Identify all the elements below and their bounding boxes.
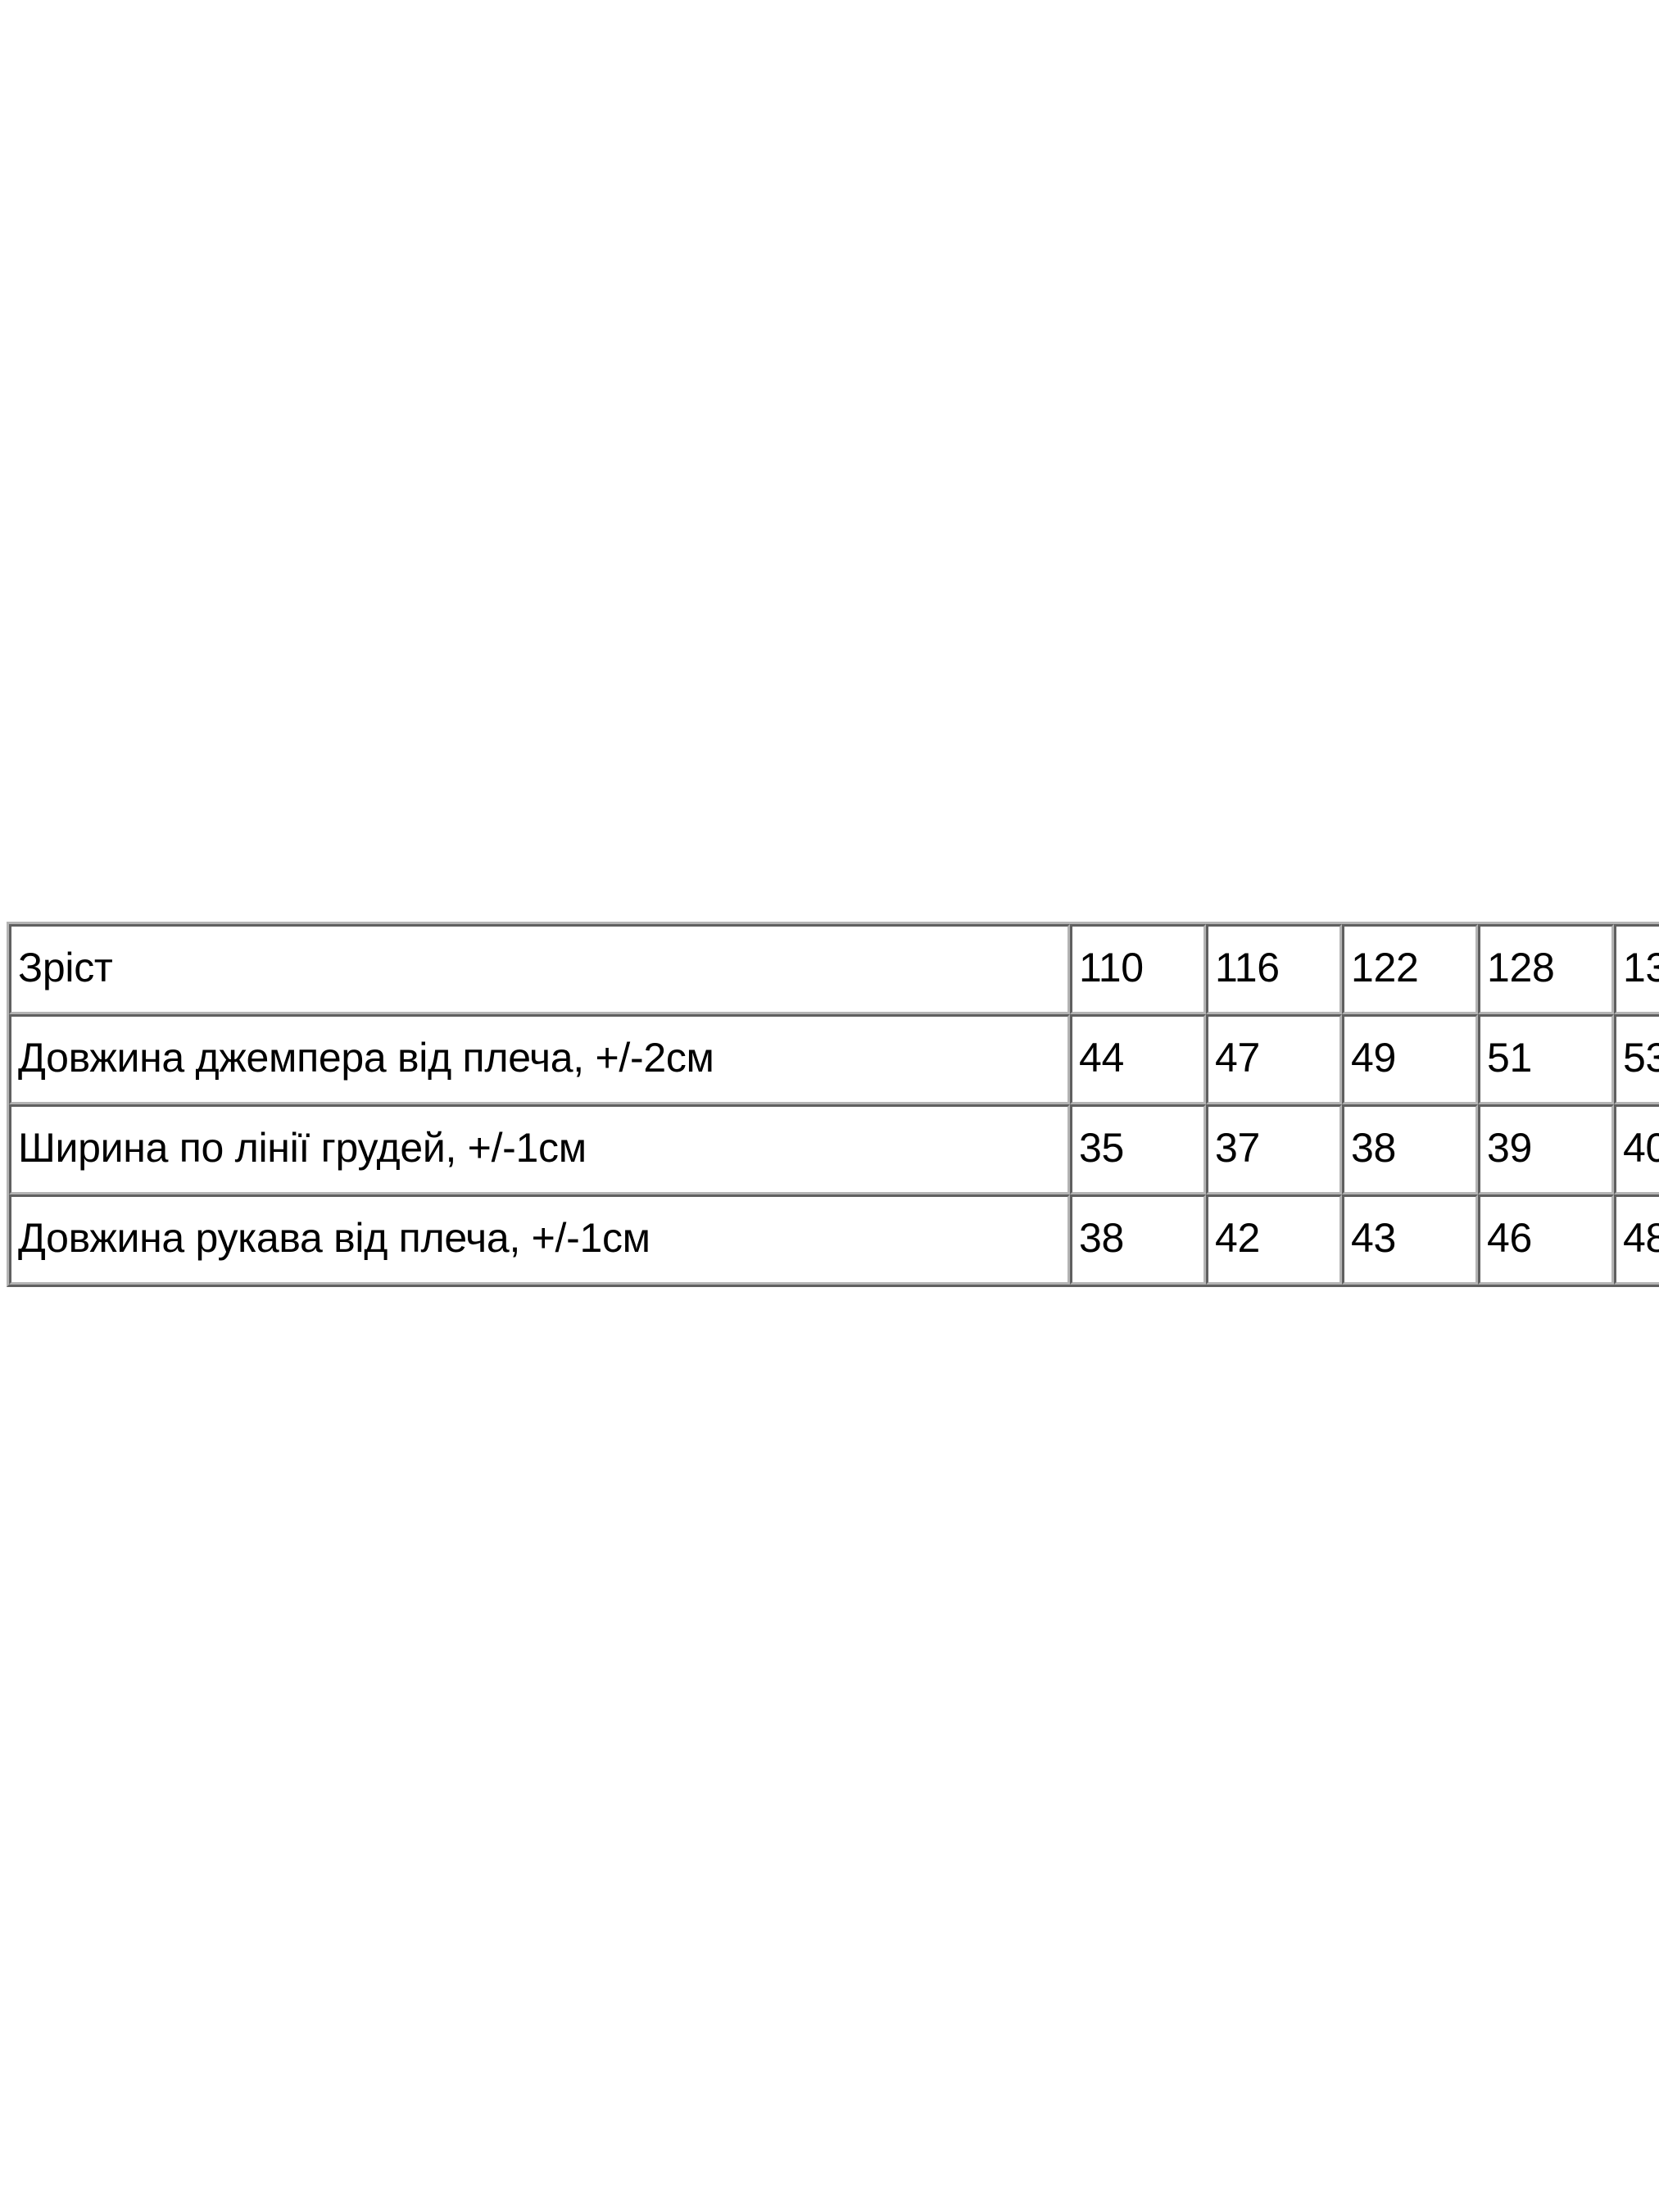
cell-jumper-length-128: 51 [1478,1014,1614,1104]
cell-sleeve-length-122: 43 [1342,1194,1478,1285]
cell-height-116: 116 [1206,924,1342,1014]
cell-jumper-length-122: 49 [1342,1014,1478,1104]
row-label-height: Зріст [9,924,1070,1014]
cell-chest-width-122: 38 [1342,1104,1478,1194]
size-chart-container: Зріст 110 116 122 128 134 Довжина джемпе… [7,922,1659,1287]
table-row: Зріст 110 116 122 128 134 [9,924,1659,1014]
cell-jumper-length-116: 47 [1206,1014,1342,1104]
cell-sleeve-length-110: 38 [1070,1194,1206,1285]
cell-height-110: 110 [1070,924,1206,1014]
cell-sleeve-length-128: 46 [1478,1194,1614,1285]
row-label-sleeve-length: Довжина рукава від плеча, +/-1см [9,1194,1070,1285]
cell-chest-width-116: 37 [1206,1104,1342,1194]
row-label-chest-width: Ширина по лінії грудей, +/-1см [9,1104,1070,1194]
size-chart-table: Зріст 110 116 122 128 134 Довжина джемпе… [7,922,1659,1287]
cell-chest-width-128: 39 [1478,1104,1614,1194]
table-row: Довжина рукава від плеча, +/-1см 38 42 4… [9,1194,1659,1285]
cell-jumper-length-110: 44 [1070,1014,1206,1104]
cell-height-128: 128 [1478,924,1614,1014]
cell-height-134: 134 [1614,924,1659,1014]
table-row: Ширина по лінії грудей, +/-1см 35 37 38 … [9,1104,1659,1194]
cell-chest-width-134: 40 [1614,1104,1659,1194]
cell-jumper-length-134: 53 [1614,1014,1659,1104]
cell-height-122: 122 [1342,924,1478,1014]
cell-chest-width-110: 35 [1070,1104,1206,1194]
cell-sleeve-length-116: 42 [1206,1194,1342,1285]
table-row: Довжина джемпера від плеча, +/-2см 44 47… [9,1014,1659,1104]
cell-sleeve-length-134: 48 [1614,1194,1659,1285]
row-label-jumper-length: Довжина джемпера від плеча, +/-2см [9,1014,1070,1104]
size-chart-body: Зріст 110 116 122 128 134 Довжина джемпе… [9,924,1659,1285]
